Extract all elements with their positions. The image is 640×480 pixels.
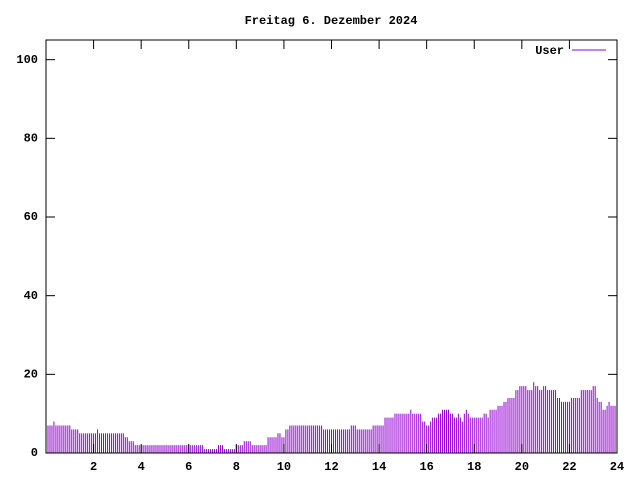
y-tick-label: 0 (31, 446, 38, 460)
x-tick-label: 24 (610, 460, 624, 474)
y-tick-label: 60 (24, 210, 38, 224)
x-tick-label: 8 (233, 460, 240, 474)
x-tick-label: 12 (324, 460, 338, 474)
y-tick-label: 80 (24, 132, 38, 146)
x-tick-label: 20 (515, 460, 529, 474)
y-tick-label: 40 (24, 289, 38, 303)
plot-frame (45, 39, 618, 454)
x-tick-label: 2 (90, 460, 97, 474)
y-tick-label: 100 (16, 53, 38, 67)
x-tick-label: 18 (467, 460, 481, 474)
chart-title: Freitag 6. Dezember 2024 (245, 14, 418, 28)
legend-label: User (535, 44, 564, 58)
x-tick-label: 22 (562, 460, 576, 474)
x-tick-label: 6 (185, 460, 192, 474)
x-tick-label: 16 (419, 460, 433, 474)
x-tick-label: 14 (372, 460, 386, 474)
x-tick-label: 4 (138, 460, 145, 474)
y-tick-label: 20 (24, 368, 38, 382)
x-tick-label: 10 (277, 460, 291, 474)
